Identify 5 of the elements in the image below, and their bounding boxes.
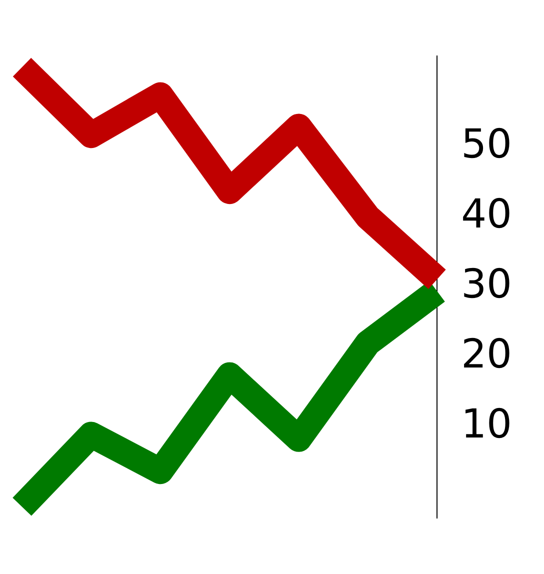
- y-tick-label: 50: [461, 121, 512, 168]
- y-tick-label: 20: [461, 331, 512, 378]
- y-tick-label: 30: [461, 261, 512, 308]
- y-tick-label: 40: [461, 191, 512, 238]
- y-tick-label: 10: [461, 401, 512, 448]
